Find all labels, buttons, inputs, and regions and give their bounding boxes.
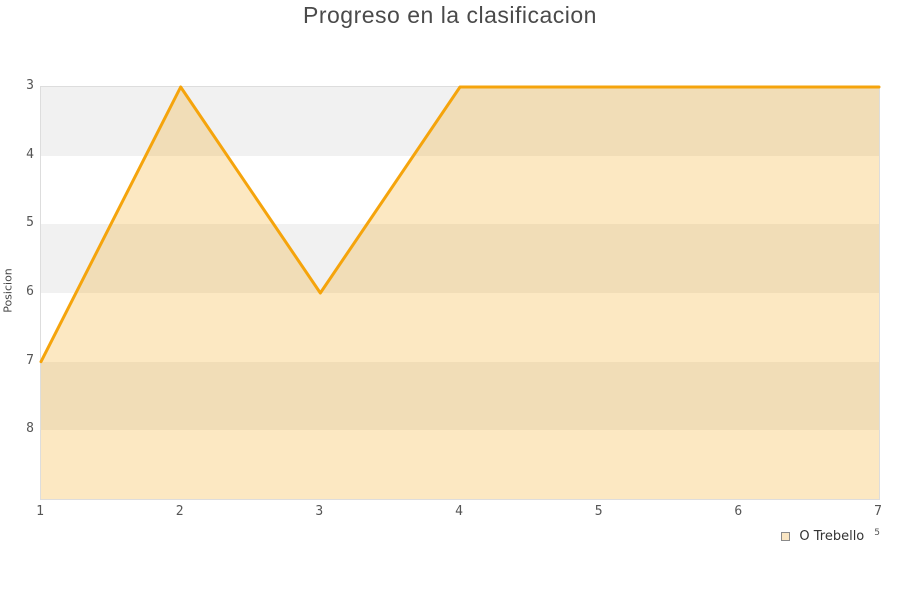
x-tick-label: 4 [455, 504, 463, 519]
x-tick-label: 3 [315, 504, 324, 519]
y-tick-label: 8 [26, 421, 34, 437]
legend-superscript: 5 [874, 527, 880, 538]
y-tick-label: 4 [26, 146, 34, 162]
plot-area [39, 85, 881, 500]
y-tick-label: 5 [26, 215, 34, 231]
plot-stripe [41, 361, 879, 431]
legend: O Trebello 5 [781, 527, 880, 544]
plot-stripe [41, 155, 879, 225]
y-tick-label: 7 [26, 352, 34, 368]
x-tick-label: 5 [594, 504, 603, 519]
series-line [39, 85, 881, 364]
x-tick-label: 7 [874, 504, 882, 519]
x-tick-label: 6 [734, 504, 743, 519]
plot-stripe [41, 87, 879, 156]
y-tick-label: 3 [26, 78, 34, 93]
x-tick-label: 1 [36, 504, 44, 519]
legend-label: O Trebello [799, 529, 865, 544]
series-area [41, 87, 879, 499]
y-tick-label: 6 [26, 284, 34, 299]
legend-swatch [781, 532, 791, 541]
chart-title: Progreso en la clasificacion [303, 2, 597, 28]
x-tick-label: 2 [175, 504, 184, 519]
plot-stripe [41, 224, 879, 293]
plot-stripe [41, 430, 879, 499]
series-svg [39, 85, 881, 499]
plot-stripe [41, 293, 879, 362]
